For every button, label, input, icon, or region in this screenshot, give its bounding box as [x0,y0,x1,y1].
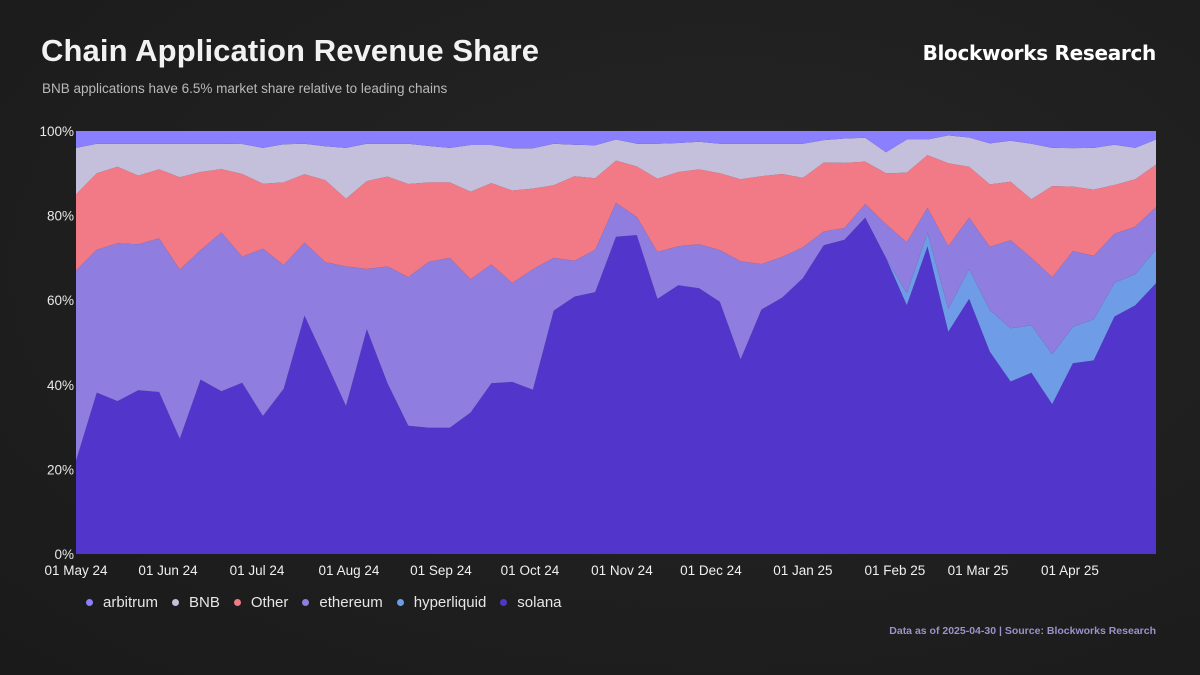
legend-dot-icon [302,599,310,606]
source-footnote: Data as of 2025-04-30 | Source: Blockwor… [889,625,1156,637]
legend-item-arbitrum[interactable]: arbitrum [86,594,158,611]
x-tick-label: 01 May 24 [44,563,108,578]
legend-label: Other [250,594,289,611]
y-tick-label: 100% [39,124,74,139]
x-tick-label: 01 Apr 25 [1041,563,1099,578]
y-tick-label: 80% [47,209,74,224]
x-tick-label: 01 Jun 24 [138,563,198,578]
y-tick-label: 20% [47,462,74,477]
x-tick-label: 01 Jan 25 [773,563,832,578]
area-layers [76,131,1156,554]
legend-dot-icon [396,599,404,606]
area-bnb [76,135,1156,200]
legend-label: hyperliquid [413,594,487,611]
x-tick-label: 01 Dec 24 [680,563,742,578]
legend-label: BNB [189,594,220,611]
legend-dot-icon [172,599,180,606]
x-tick-label: 01 Feb 25 [865,563,926,578]
brand-logo-text: Blockworks Research [922,41,1157,65]
area-other [76,155,1156,283]
y-tick-label: 0% [54,547,74,562]
legend-item-bnb[interactable]: BNB [172,594,220,611]
y-tick-label: 60% [47,293,74,308]
x-tick-label: 01 Jul 24 [230,563,285,578]
x-tick-label: 01 Nov 24 [591,563,653,578]
area-solana [76,217,1156,554]
x-tick-label: 01 Sep 24 [410,563,472,578]
x-tick-label: 01 Mar 25 [948,563,1009,578]
legend-item-hyperliquid[interactable]: hyperliquid [396,594,487,611]
legend: arbitrum BNB Other ethereum hyperliquid solan… [86,594,576,611]
chart-subtitle: BNB applications have 6.5% market share … [42,81,448,96]
area-ethereum [76,202,1156,461]
legend-item-other[interactable]: Other [233,594,289,611]
x-axis: 01 May 24 01 Jun 24 01 Jul 24 01 Aug 24 01 S… [44,563,1098,578]
legend-item-solana[interactable]: solana [500,594,562,611]
x-tick-label: 01 Aug 24 [319,563,380,578]
y-tick-label: 40% [47,378,74,393]
y-axis: 0% 20% 40% 60% 80% 100% [39,124,74,562]
legend-label: solana [517,594,562,611]
legend-dot-icon [86,599,93,606]
legend-label: arbitrum [103,594,159,611]
legend-label: ethereum [319,594,383,611]
area-arbitrum [76,131,1156,153]
legend-item-ethereum[interactable]: ethereum [302,594,383,611]
legend-dot-icon [233,599,241,606]
x-tick-label: 01 Oct 24 [501,563,560,578]
legend-dot-icon [500,599,508,606]
chart-title: Chain Application Revenue Share [41,33,540,68]
